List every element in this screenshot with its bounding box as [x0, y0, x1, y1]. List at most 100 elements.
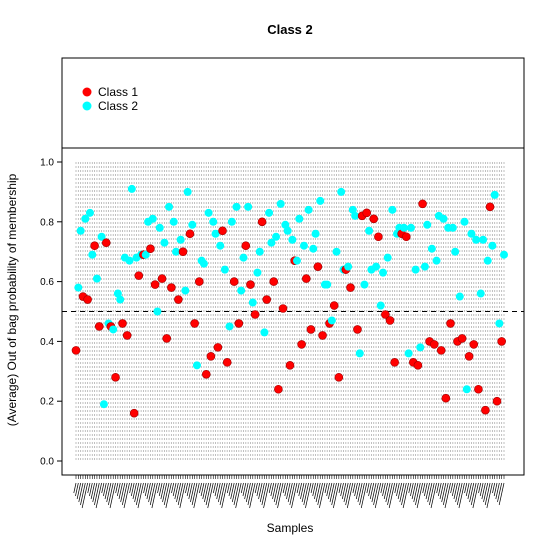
- y-tick-label: 1.0: [40, 158, 54, 169]
- x-tick-mark: [314, 482, 319, 500]
- x-tick-mark: [247, 482, 254, 506]
- class-2-point: [74, 283, 83, 292]
- x-tick-mark: [268, 482, 272, 494]
- x-tick-mark: [369, 482, 375, 500]
- x-tick-mark: [89, 482, 93, 497]
- class-1-point: [346, 283, 355, 292]
- x-tick-mark: [118, 482, 123, 500]
- x-tick-mark: [73, 482, 77, 494]
- class-2-point: [244, 202, 253, 211]
- class-2-point: [211, 229, 220, 238]
- x-tick-mark: [81, 482, 88, 509]
- y-axis-label: (Average) Out of bag probability of memb…: [5, 173, 19, 426]
- class-1-point: [213, 343, 223, 352]
- class-1-point: [83, 295, 92, 304]
- class-2-point: [127, 184, 136, 193]
- class-1-point: [174, 295, 183, 304]
- x-tick-mark: [160, 482, 165, 500]
- class-1-point: [369, 214, 379, 224]
- x-tick-mark: [354, 482, 358, 497]
- class-2-point: [344, 262, 353, 271]
- class-2-point: [472, 235, 481, 244]
- class-2-point: [451, 247, 460, 256]
- class-2-point: [483, 256, 492, 265]
- x-tick-mark: [469, 482, 475, 503]
- class-1-point: [441, 393, 451, 403]
- x-tick-mark: [240, 482, 244, 494]
- class-2-point: [379, 268, 388, 277]
- x-tick-mark: [205, 482, 212, 506]
- x-tick-mark: [87, 482, 91, 494]
- class-1-point: [222, 358, 232, 367]
- x-tick-mark: [315, 482, 321, 503]
- class-1-point: [390, 358, 399, 367]
- class-2-point: [295, 214, 304, 223]
- x-tick-mark: [465, 482, 470, 497]
- class-2-point: [192, 361, 201, 370]
- x-tick-mark: [200, 482, 205, 497]
- x-tick-mark: [331, 482, 337, 506]
- class-1-point: [334, 372, 344, 382]
- class-1-point: [167, 283, 176, 292]
- x-tick-mark: [188, 482, 193, 500]
- x-tick-mark: [108, 482, 114, 506]
- x-tick-mark: [207, 482, 214, 509]
- x-tick-mark: [231, 482, 237, 503]
- class-1-point: [90, 241, 99, 251]
- class-2-point: [181, 286, 190, 295]
- class-1-point: [134, 271, 144, 280]
- x-tick-mark: [259, 482, 265, 503]
- x-tick-mark: [286, 482, 291, 500]
- y-tick-label: 0.0: [40, 457, 54, 468]
- class-2-point: [332, 247, 341, 256]
- class-2-point: [372, 262, 381, 271]
- x-tick-mark: [495, 482, 500, 500]
- class-2-point: [81, 214, 90, 223]
- class-2-point: [199, 259, 208, 268]
- x-tick-mark: [416, 482, 423, 509]
- x-tick-mark: [226, 482, 230, 494]
- class-1-point: [101, 238, 111, 248]
- class-2-point: [455, 292, 464, 301]
- x-tick-mark: [137, 482, 144, 509]
- x-tick-mark: [172, 482, 177, 497]
- x-tick-mark: [109, 482, 116, 509]
- x-tick-mark: [310, 482, 314, 494]
- class-2-point: [439, 214, 448, 223]
- class-2-point: [462, 385, 471, 394]
- class-2-point: [248, 298, 257, 307]
- class-2-point: [327, 316, 336, 325]
- class-1-point: [150, 280, 160, 289]
- class-1-point: [111, 372, 120, 382]
- class-2-point: [309, 244, 318, 253]
- class-1-point: [297, 340, 306, 349]
- class-2-point: [188, 220, 197, 229]
- x-tick-mark: [129, 482, 133, 494]
- x-tick-mark: [106, 482, 112, 503]
- class-1-point: [318, 331, 327, 340]
- x-tick-mark: [439, 482, 444, 500]
- x-tick-mark: [235, 482, 242, 509]
- class-2-point: [267, 238, 276, 247]
- x-tick-mark: [301, 482, 307, 503]
- x-tick-mark: [104, 482, 109, 500]
- class-2-point: [383, 253, 392, 262]
- class-1-point: [418, 199, 427, 209]
- x-axis-label: Samples: [267, 521, 314, 535]
- class-2-point: [116, 295, 125, 304]
- class-1-point: [257, 217, 267, 227]
- x-tick-mark: [130, 482, 135, 497]
- x-tick-mark: [202, 482, 207, 500]
- class-2-point: [488, 241, 497, 250]
- x-tick-mark: [388, 482, 396, 509]
- x-tick-mark: [359, 482, 365, 506]
- x-tick-mark: [270, 482, 275, 497]
- x-tick-mark: [324, 482, 328, 494]
- x-tick-mark: [171, 482, 175, 494]
- x-tick-mark: [115, 482, 119, 494]
- class-1-point: [278, 304, 288, 313]
- class-1-point: [485, 202, 495, 212]
- class-2-point: [165, 202, 174, 211]
- x-tick-mark: [415, 482, 421, 506]
